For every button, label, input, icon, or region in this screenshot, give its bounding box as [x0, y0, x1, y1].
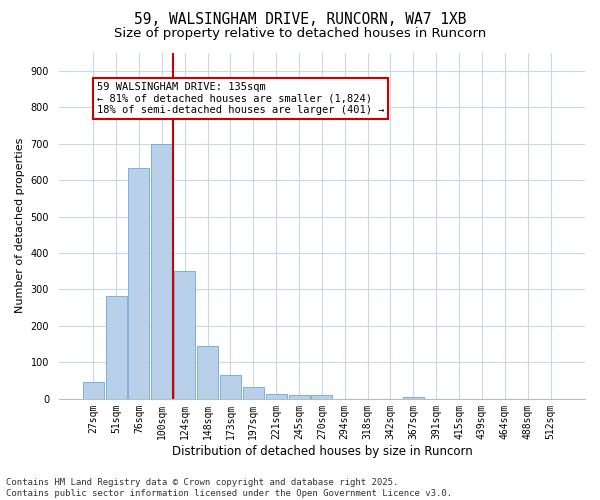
Bar — [174, 271, 195, 399]
Bar — [197, 346, 218, 399]
Bar — [311, 395, 332, 399]
Text: Contains HM Land Registry data © Crown copyright and database right 2025.
Contai: Contains HM Land Registry data © Crown c… — [6, 478, 452, 498]
Text: 59 WALSINGHAM DRIVE: 135sqm
← 81% of detached houses are smaller (1,824)
18% of : 59 WALSINGHAM DRIVE: 135sqm ← 81% of det… — [97, 82, 384, 115]
Bar — [106, 296, 127, 399]
Bar — [243, 387, 264, 399]
Bar — [289, 395, 310, 399]
Bar — [83, 382, 104, 399]
Text: Size of property relative to detached houses in Runcorn: Size of property relative to detached ho… — [114, 28, 486, 40]
Text: 59, WALSINGHAM DRIVE, RUNCORN, WA7 1XB: 59, WALSINGHAM DRIVE, RUNCORN, WA7 1XB — [134, 12, 466, 28]
Bar — [151, 144, 172, 399]
Y-axis label: Number of detached properties: Number of detached properties — [15, 138, 25, 314]
Bar — [403, 397, 424, 399]
Bar — [220, 375, 241, 399]
Bar — [128, 168, 149, 399]
Bar — [266, 394, 287, 399]
X-axis label: Distribution of detached houses by size in Runcorn: Distribution of detached houses by size … — [172, 444, 472, 458]
